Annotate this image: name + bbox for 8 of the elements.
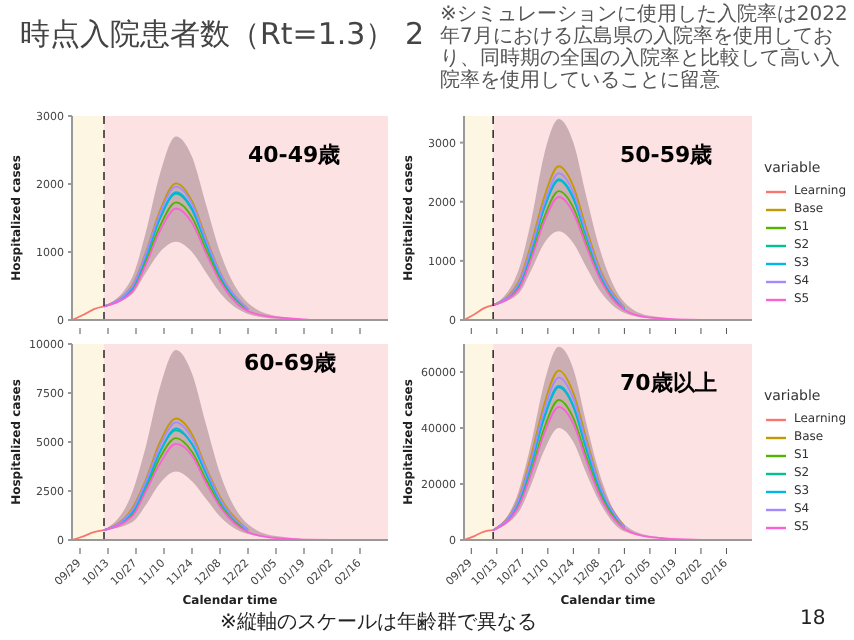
annotation: 70歳以上 [620, 368, 717, 398]
chart-title: 時点入院患者数（Rt=1.3） 2 [20, 16, 425, 54]
annotation: 40-49歳 [248, 140, 341, 170]
text: ※シミュレーションに使用した入院率は2022年7月における広島県の入院率を使用しており、同時期の全国の入院率と比較して高い入院率を使用していることに留意 [440, 4, 850, 92]
annotation: 50-59歳 [620, 140, 713, 170]
text: 18 [800, 608, 826, 630]
annotation: 60-69歳 [244, 348, 337, 378]
text: ※縦軸のスケールは年齢群で異なる [220, 609, 537, 636]
